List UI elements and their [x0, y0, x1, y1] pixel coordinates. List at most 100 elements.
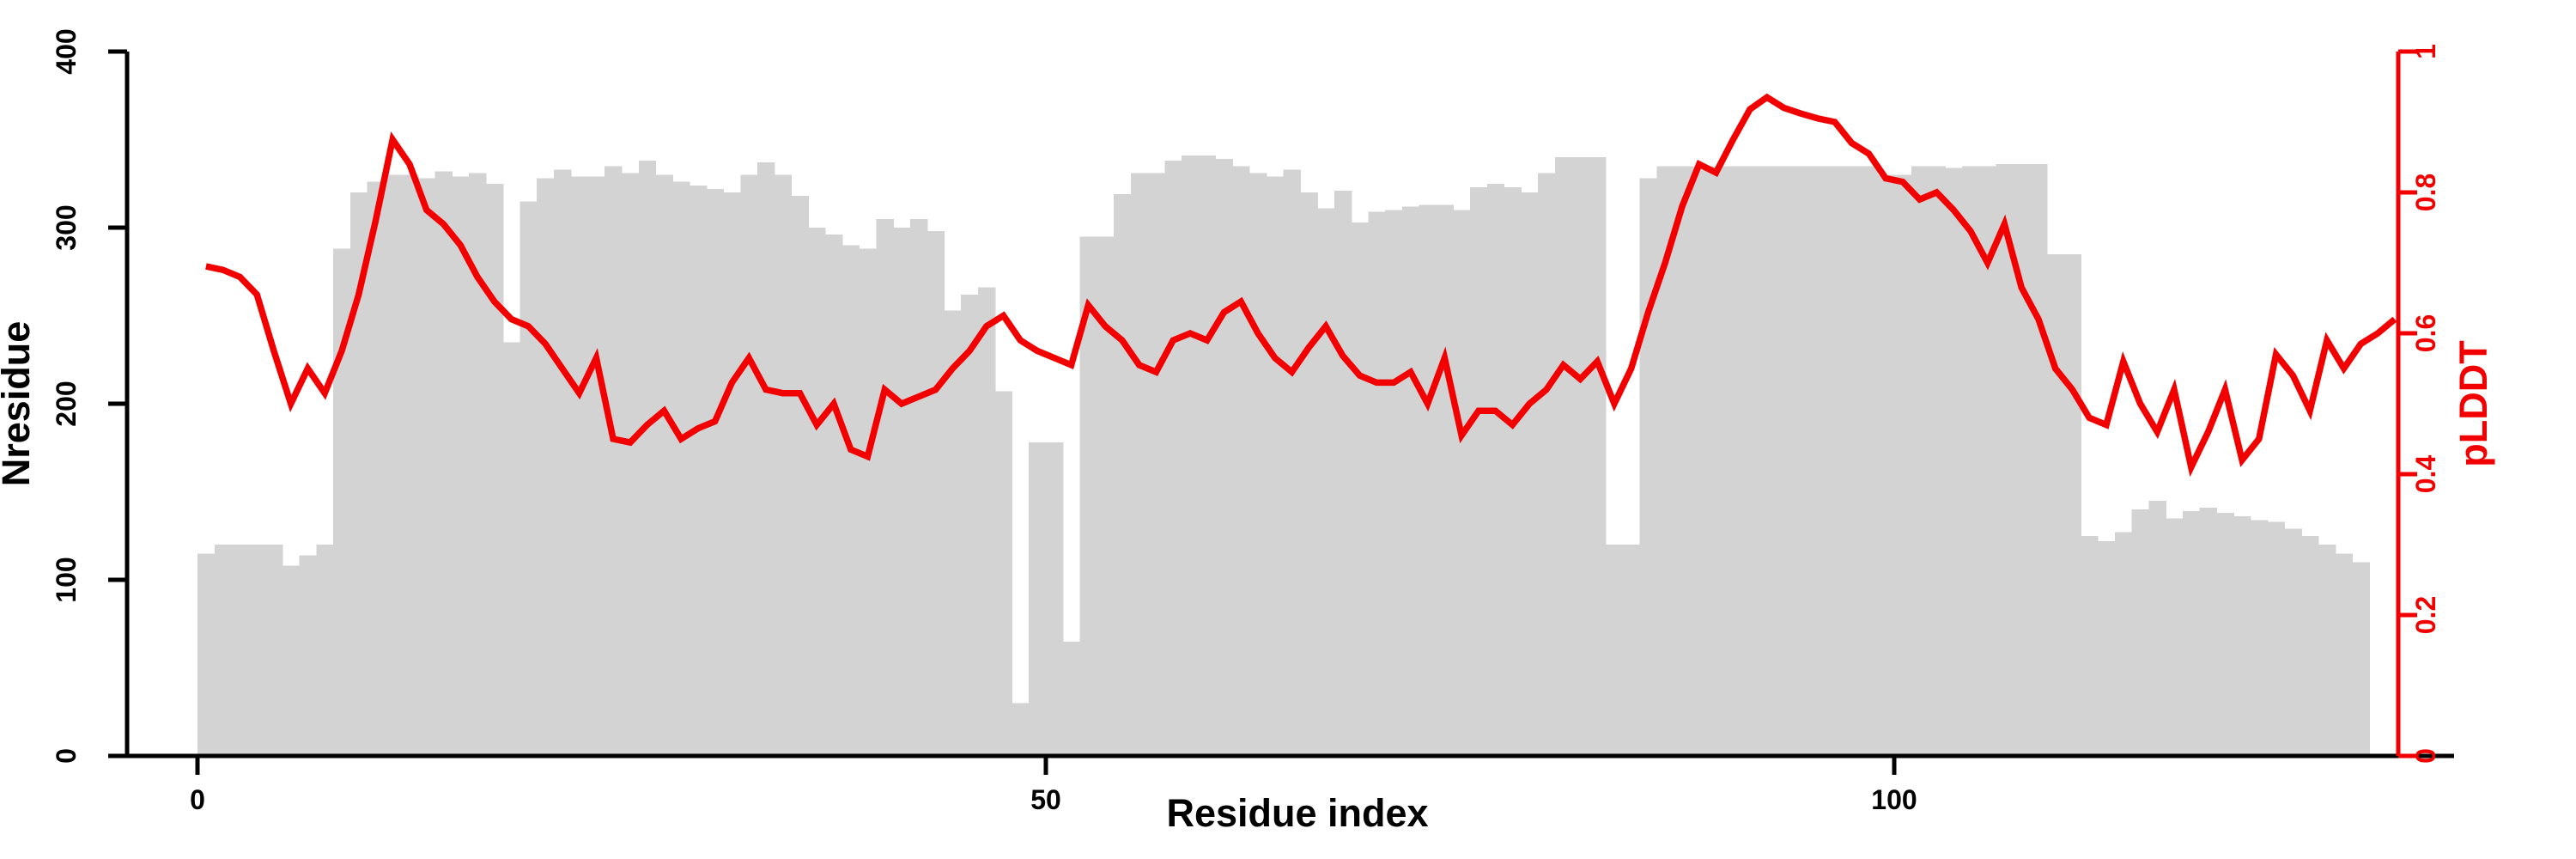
bar-residue-21	[537, 178, 555, 757]
bar-residue-47	[977, 287, 996, 756]
bar-residue-86	[1639, 178, 1657, 757]
bar-residue-54	[1097, 236, 1115, 756]
bar-residue-93	[1758, 166, 1777, 756]
bar-residue-41	[876, 218, 894, 756]
bar-residue-9	[333, 248, 351, 757]
bar-residue-63	[1249, 173, 1267, 756]
bar-residue-57	[1147, 173, 1165, 756]
left-tick-label: 0	[51, 748, 82, 764]
bar-residue-7	[299, 555, 317, 756]
right-tick-label: 1	[2410, 44, 2441, 59]
bar-residue-5	[265, 545, 283, 756]
bar-residue-61	[1215, 159, 1233, 757]
bar-residue-66	[1300, 192, 1318, 756]
nresidue-bars	[197, 155, 2370, 757]
bar-residue-80	[1538, 173, 1556, 756]
left-tick-label: 400	[51, 28, 82, 74]
bar-residue-90	[1707, 166, 1725, 756]
right-tick-label: 0.6	[2410, 314, 2441, 352]
bar-residue-103	[1928, 166, 1946, 756]
bar-residue-102	[1911, 166, 1929, 756]
bar-residue-81	[1554, 157, 1573, 756]
bar-residue-127	[2335, 553, 2354, 756]
bar-residue-30	[690, 185, 708, 757]
bar-residue-28	[655, 174, 673, 756]
bar-residue-35	[774, 174, 793, 756]
bar-residue-106	[1978, 166, 1997, 756]
x-tick-label: 0	[190, 784, 205, 815]
bar-residue-118	[2182, 511, 2201, 756]
bar-residue-62	[1232, 166, 1250, 756]
bar-residue-49	[1012, 703, 1030, 756]
bottom-axis: 0 50 100	[127, 753, 2454, 815]
right-tick-label: 0	[2410, 748, 2441, 764]
bar-residue-48	[994, 391, 1013, 756]
bar-residue-32	[723, 192, 741, 756]
bar-residue-77	[1486, 183, 1505, 756]
plddt-polyline	[205, 93, 2397, 478]
bar-residue-17	[469, 173, 487, 756]
bar-residue-117	[2166, 518, 2184, 756]
bar-residue-13	[401, 174, 419, 756]
bar-residue-96	[1809, 166, 1827, 756]
bar-residue-3	[231, 545, 249, 756]
bar-residue-107	[1996, 164, 2014, 756]
bar-residue-31	[706, 188, 725, 756]
bar-residue-29	[672, 181, 690, 756]
x-tick-label: 100	[1871, 784, 1917, 815]
bar-residue-12	[384, 174, 402, 756]
bar-residue-44	[927, 231, 945, 757]
bar-residue-83	[1589, 157, 1607, 756]
bar-residue-70	[1368, 211, 1386, 757]
bar-residue-98	[1843, 166, 1862, 756]
bar-residue-124	[2284, 528, 2302, 756]
bar-residue-116	[2148, 500, 2166, 756]
bar-residue-69	[1351, 222, 1370, 757]
bar-residue-112	[2081, 535, 2099, 756]
bar-residue-74	[1436, 204, 1454, 757]
bar-residue-24	[587, 176, 605, 757]
bar-residue-59	[1182, 155, 1200, 756]
bar-residue-101	[1894, 174, 1912, 756]
bar-residue-39	[841, 245, 860, 756]
bar-residue-68	[1334, 190, 1352, 756]
bar-residue-87	[1656, 166, 1674, 756]
bar-residue-78	[1504, 186, 1522, 757]
bar-residue-85	[1622, 545, 1641, 756]
bar-residue-111	[2063, 253, 2081, 756]
bar-residue-25	[605, 166, 623, 756]
bar-residue-23	[570, 176, 589, 757]
bar-residue-88	[1674, 166, 1692, 756]
right-tick-label: 0.8	[2410, 174, 2441, 211]
bar-residue-33	[740, 174, 758, 756]
bar-residue-16	[452, 176, 470, 757]
bar-residue-71	[1385, 210, 1403, 756]
left-tick-label: 300	[51, 204, 82, 250]
bar-residue-100	[1877, 174, 1895, 756]
bar-residue-6	[282, 565, 301, 756]
bar-residue-108	[2013, 164, 2031, 756]
bar-residue-36	[791, 196, 809, 757]
x-tick-label: 50	[1030, 784, 1061, 815]
bar-residue-20	[519, 201, 538, 756]
bar-residue-82	[1571, 157, 1589, 756]
left-tick-label: 200	[51, 381, 82, 426]
bar-residue-58	[1164, 161, 1182, 757]
bar-residue-97	[1826, 166, 1844, 756]
bar-residue-53	[1079, 236, 1097, 756]
bar-residue-75	[1453, 210, 1471, 756]
left-axis: 0 100 200 300 400	[51, 28, 130, 764]
bar-residue-122	[2250, 520, 2269, 756]
bar-residue-104	[1945, 168, 1963, 757]
bar-residue-89	[1690, 166, 1709, 756]
bar-residue-76	[1470, 186, 1488, 757]
bar-residue-56	[1130, 173, 1149, 756]
bar-residue-40	[859, 248, 877, 757]
left-axis-title: Nresidue	[0, 321, 38, 487]
plddt-line	[205, 93, 2397, 478]
bar-residue-79	[1521, 192, 1539, 756]
bar-residue-38	[825, 235, 843, 756]
right-axis-title: pLDDT	[2451, 340, 2495, 466]
bar-residue-114	[2114, 532, 2133, 756]
